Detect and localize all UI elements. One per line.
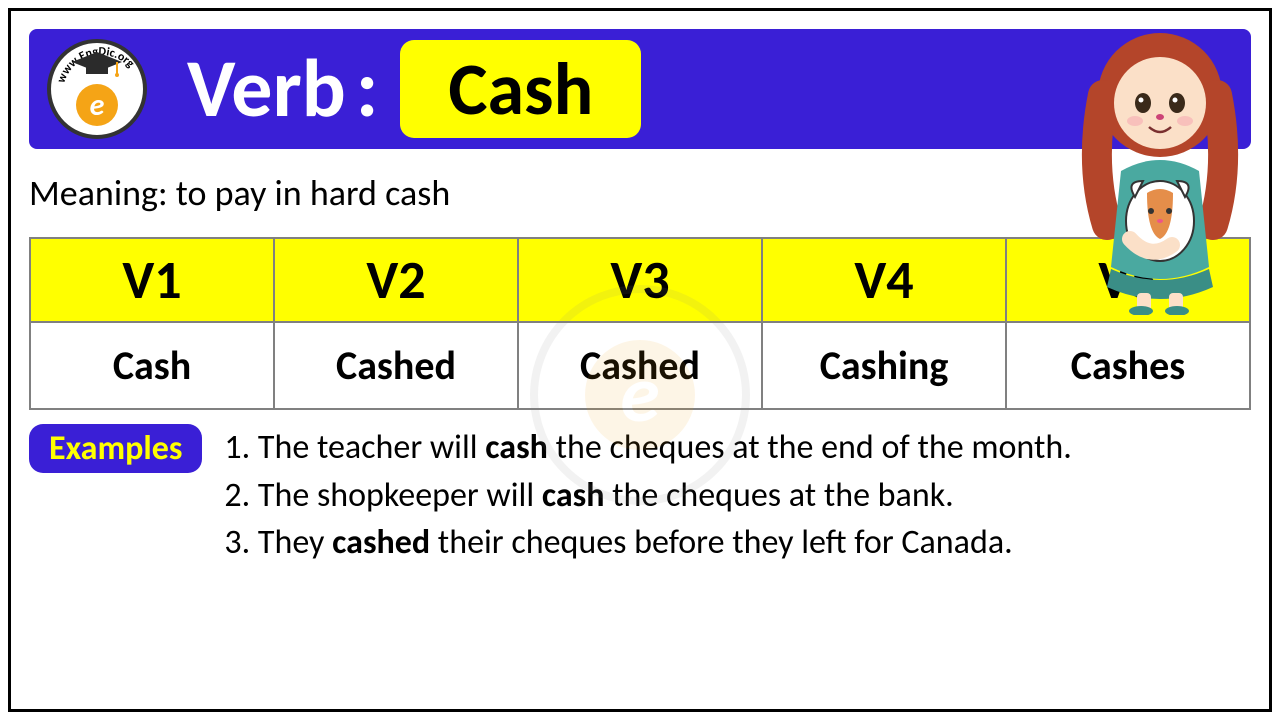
examples-section: Examples 1. The teacher will cash the ch… xyxy=(29,424,1251,567)
examples-list: 1. The teacher will cash the cheques at … xyxy=(224,424,1071,567)
verb-word: Cash xyxy=(400,40,641,138)
example-pre: They xyxy=(258,522,332,563)
table-header-row: V1 V2 V3 V4 V5 xyxy=(30,238,1250,322)
graduation-cap-icon xyxy=(72,52,122,78)
example-number: 1. xyxy=(224,427,250,468)
header-bar: www.EngDic.org e Verb : Cash xyxy=(29,29,1251,149)
cell-v3: Cashed xyxy=(518,322,762,409)
example-pre: The shopkeeper will xyxy=(258,475,542,516)
verb-label: Verb xyxy=(187,39,346,139)
example-pre: The teacher will xyxy=(258,427,485,468)
examples-pill: Examples xyxy=(29,424,202,473)
table-row: Cash Cashed Cashed Cashing Cashes xyxy=(30,322,1250,409)
verb-colon: : xyxy=(356,39,379,139)
cell-v1: Cash xyxy=(30,322,274,409)
col-v1: V1 xyxy=(30,238,274,322)
meaning-text: to pay in hard cash xyxy=(176,171,451,215)
col-v3: V3 xyxy=(518,238,762,322)
logo: www.EngDic.org e xyxy=(47,39,147,139)
example-number: 2. xyxy=(224,475,250,516)
meaning-prefix: Meaning: xyxy=(29,171,168,215)
example-bold: cashed xyxy=(332,522,430,563)
verb-forms-table: V1 V2 V3 V4 V5 Cash Cashed Cashed Cashin… xyxy=(29,237,1251,410)
example-post: the cheques at the bank. xyxy=(604,475,953,516)
cell-v4: Cashing xyxy=(762,322,1006,409)
example-number: 3. xyxy=(224,522,250,563)
col-v4: V4 xyxy=(762,238,1006,322)
mascot-girl-with-cat xyxy=(1075,25,1245,315)
card-frame: e www.EngDic.org e xyxy=(8,8,1272,712)
example-bold: cash xyxy=(485,427,548,468)
logo-letter: e xyxy=(76,84,118,126)
example-post: the cheques at the end of the month. xyxy=(548,427,1072,468)
meaning-row: Meaning: to pay in hard cash xyxy=(29,171,1251,215)
example-item: 3. They cashed their cheques before they… xyxy=(224,519,1071,567)
example-item: 2. The shopkeeper will cash the cheques … xyxy=(224,472,1071,520)
col-v2: V2 xyxy=(274,238,518,322)
example-bold: cash xyxy=(542,475,605,516)
cell-v5: Cashes xyxy=(1006,322,1250,409)
example-item: 1. The teacher will cash the cheques at … xyxy=(224,424,1071,472)
cell-v2: Cashed xyxy=(274,322,518,409)
example-post: their cheques before they left for Canad… xyxy=(430,522,1013,563)
